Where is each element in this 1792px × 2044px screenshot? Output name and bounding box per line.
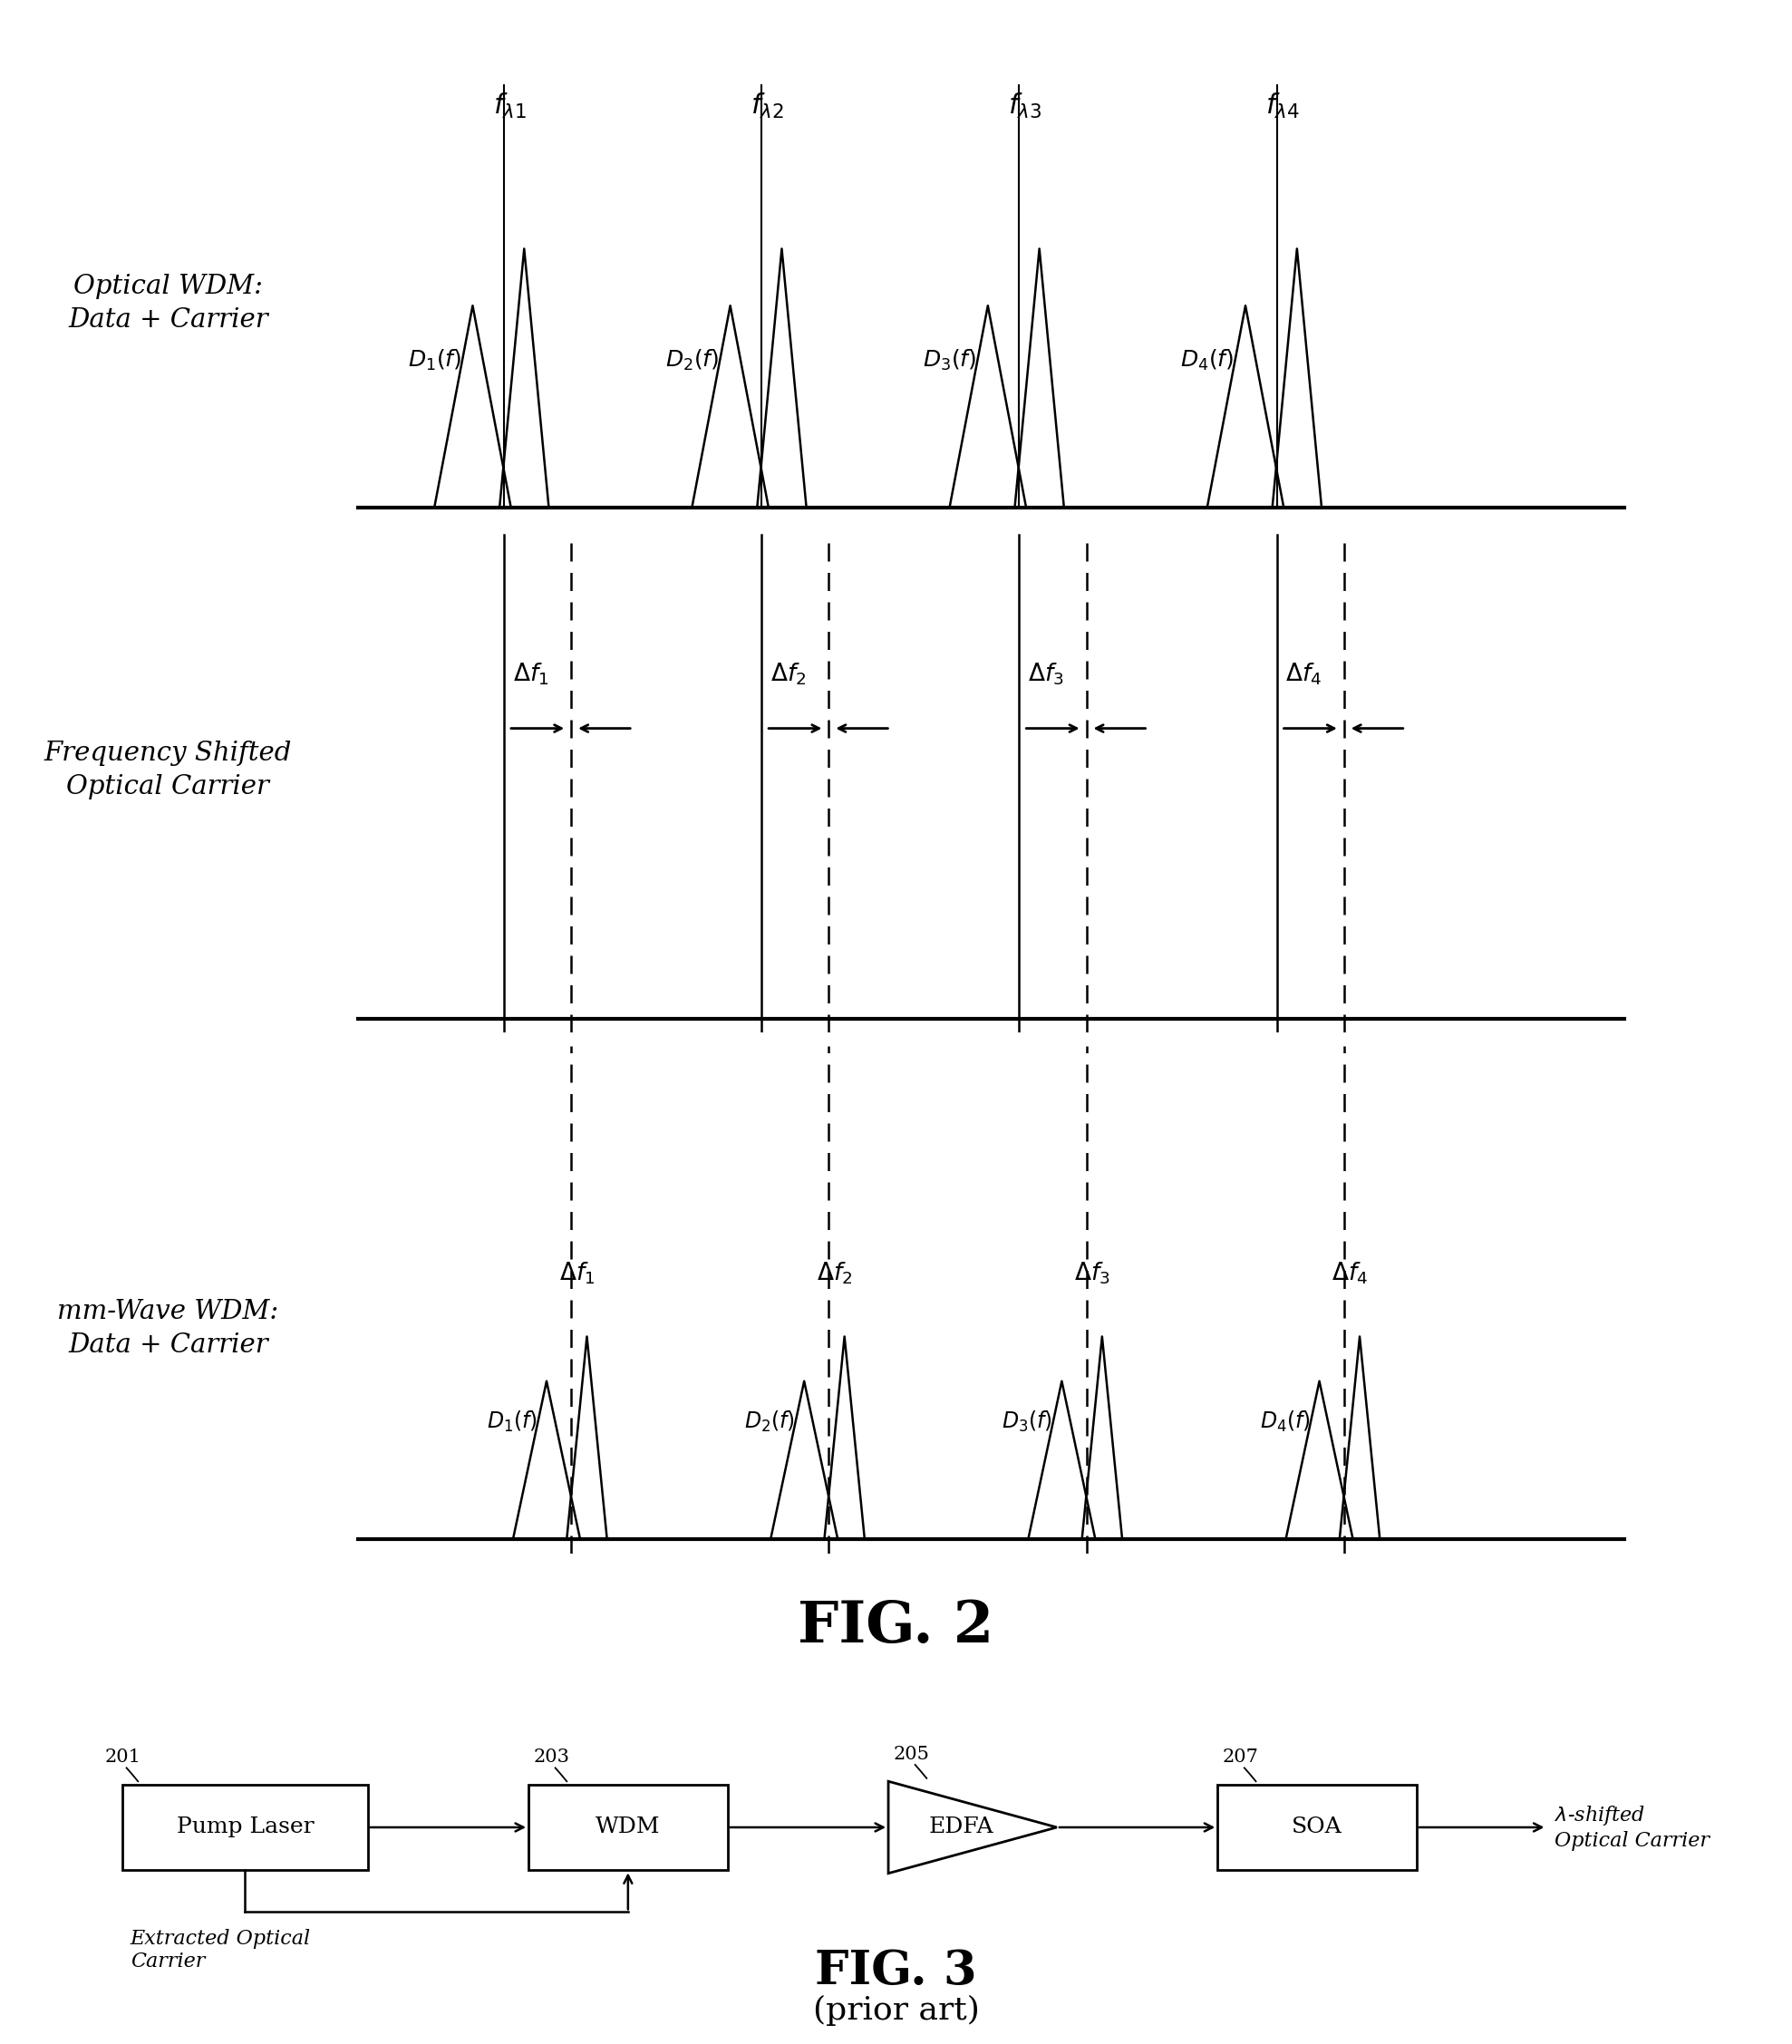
- Text: mm-Wave WDM:
Data + Carrier: mm-Wave WDM: Data + Carrier: [57, 1298, 280, 1357]
- Polygon shape: [889, 1780, 1057, 1872]
- Text: $D_{4}(f)$: $D_{4}(f)$: [1181, 347, 1235, 372]
- Text: $D_{3}(f)$: $D_{3}(f)$: [923, 347, 977, 372]
- Bar: [529, 1784, 728, 1870]
- Text: $\lambda$-shifted
Optical Carrier: $\lambda$-shifted Optical Carrier: [1554, 1805, 1710, 1850]
- Bar: [1217, 1784, 1417, 1870]
- Text: Optical WDM:
Data + Carrier: Optical WDM: Data + Carrier: [68, 274, 269, 333]
- Text: Extracted Optical
Carrier: Extracted Optical Carrier: [131, 1930, 310, 1972]
- Text: $\Delta f_{4}$: $\Delta f_{4}$: [1287, 660, 1322, 687]
- Text: $\Delta f_{1}$: $\Delta f_{1}$: [559, 1259, 595, 1286]
- Text: $\Delta f_{3}$: $\Delta f_{3}$: [1029, 660, 1064, 687]
- Text: $D_{2}(f)$: $D_{2}(f)$: [665, 347, 719, 372]
- Text: WDM: WDM: [595, 1817, 661, 1838]
- Text: EDFA: EDFA: [928, 1817, 993, 1838]
- Text: $D_{2}(f)$: $D_{2}(f)$: [744, 1408, 796, 1435]
- Text: $\Delta f_{4}$: $\Delta f_{4}$: [1331, 1259, 1367, 1286]
- Text: $D_{1}(f)$: $D_{1}(f)$: [409, 347, 462, 372]
- Text: SOA: SOA: [1292, 1817, 1342, 1838]
- Text: $\Delta f_{3}$: $\Delta f_{3}$: [1073, 1259, 1109, 1286]
- Text: FIG. 3: FIG. 3: [815, 1948, 977, 1995]
- Text: $\Delta f_{2}$: $\Delta f_{2}$: [817, 1259, 853, 1286]
- Text: $D_{4}(f)$: $D_{4}(f)$: [1260, 1408, 1310, 1435]
- Text: $\Delta f_{1}$: $\Delta f_{1}$: [513, 660, 548, 687]
- Text: $f_{\lambda2}$: $f_{\lambda2}$: [751, 92, 783, 121]
- Text: Frequency Shifted
Optical Carrier: Frequency Shifted Optical Carrier: [45, 740, 292, 799]
- Text: FIG. 2: FIG. 2: [797, 1598, 995, 1654]
- Bar: [122, 1784, 367, 1870]
- Text: $f_{\lambda4}$: $f_{\lambda4}$: [1265, 92, 1299, 121]
- Text: Pump Laser: Pump Laser: [176, 1817, 314, 1838]
- Text: $D_{3}(f)$: $D_{3}(f)$: [1002, 1408, 1052, 1435]
- Text: 205: 205: [892, 1746, 930, 1762]
- Text: $\Delta f_{2}$: $\Delta f_{2}$: [771, 660, 806, 687]
- Text: 201: 201: [104, 1750, 142, 1766]
- Text: $f_{\lambda1}$: $f_{\lambda1}$: [493, 92, 527, 121]
- Text: 207: 207: [1222, 1750, 1258, 1766]
- Text: $D_{1}(f)$: $D_{1}(f)$: [487, 1408, 538, 1435]
- Text: $f_{\lambda3}$: $f_{\lambda3}$: [1007, 92, 1041, 121]
- Text: (prior art): (prior art): [812, 1995, 980, 2026]
- Text: 203: 203: [534, 1750, 570, 1766]
